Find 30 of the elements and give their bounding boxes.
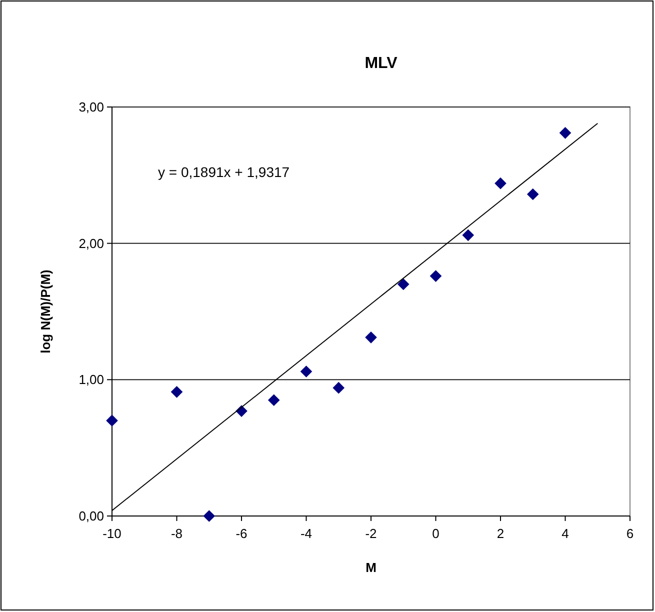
- point: [268, 394, 280, 406]
- x-tick-label: -2: [365, 526, 377, 541]
- y-tick-label: 2,00: [78, 236, 104, 251]
- x-tick-label: -8: [170, 526, 183, 541]
- annotation: y = 0,1891x + 1,9317: [158, 164, 290, 180]
- point: [526, 188, 539, 200]
- point: [430, 270, 442, 282]
- point: [559, 126, 572, 139]
- x-tick-label: -6: [236, 526, 248, 541]
- x-tick-label: 6: [626, 526, 634, 541]
- y-axis-title: log N(M)/P(M): [38, 270, 53, 354]
- y-tick-label: 3,00: [78, 100, 104, 115]
- point: [332, 382, 345, 394]
- point: [365, 331, 377, 344]
- x-tick-label: 2: [496, 526, 504, 541]
- point: [300, 366, 312, 378]
- y-tick-label: 0,00: [78, 508, 104, 524]
- x-axis-title: M: [366, 560, 376, 575]
- point: [397, 278, 410, 290]
- point: [170, 386, 183, 398]
- chart-title: MLV: [364, 55, 398, 72]
- x-tick-label: -10: [102, 526, 122, 541]
- point: [494, 177, 506, 190]
- y-tick-label: 1,00: [78, 372, 104, 388]
- point: [203, 510, 216, 522]
- x-tick-label: -4: [300, 526, 312, 541]
- x-tick-label: 0: [432, 526, 440, 541]
- point: [462, 229, 474, 242]
- x-tick-label: 4: [562, 526, 569, 541]
- point: [106, 414, 118, 426]
